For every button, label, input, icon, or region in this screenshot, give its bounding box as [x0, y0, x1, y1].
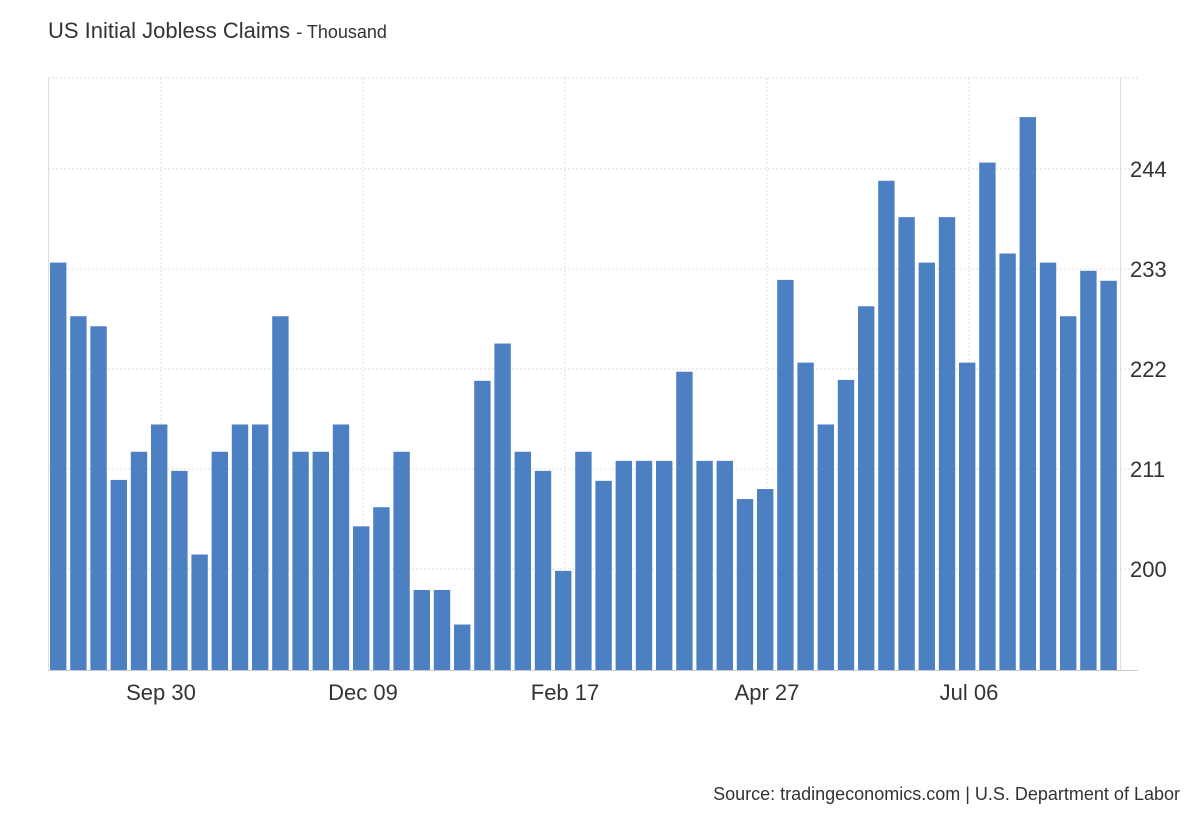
bar	[959, 362, 976, 670]
bar	[413, 589, 430, 670]
bar	[635, 460, 653, 670]
bar	[817, 424, 834, 670]
bar	[575, 451, 592, 670]
bar	[757, 489, 774, 670]
bar	[1100, 280, 1117, 670]
y-tick-label: 233	[1130, 257, 1167, 282]
bar	[555, 570, 572, 670]
bar	[898, 217, 915, 670]
bar	[110, 479, 127, 670]
bar	[615, 460, 632, 670]
bar	[696, 460, 713, 670]
y-tick-label: 222	[1130, 357, 1167, 382]
bar	[312, 451, 329, 670]
chart-subtitle: - Thousand	[296, 22, 387, 42]
bar	[1019, 117, 1036, 671]
bar	[1080, 270, 1097, 670]
bar	[292, 451, 309, 670]
bar	[454, 624, 471, 670]
source-note: Source: tradingeconomics.com | U.S. Depa…	[713, 784, 1180, 804]
bar	[494, 343, 511, 670]
bar	[130, 451, 148, 670]
bar	[151, 424, 168, 670]
bar	[231, 424, 249, 670]
axes	[48, 78, 1138, 671]
bar	[171, 470, 188, 670]
bar	[50, 262, 67, 670]
bar	[252, 424, 269, 670]
bar	[353, 526, 370, 670]
x-axis-tick-labels: Sep 30 Dec 09 Feb 17 Apr 27 Jul 06	[126, 680, 998, 705]
chart-subtitle-text: Thousand	[306, 22, 387, 42]
bar	[211, 451, 228, 670]
chart-title-text: US Initial Jobless Claims	[48, 18, 291, 43]
y-tick-label: 211	[1130, 457, 1165, 482]
x-tick-label: Dec 09	[328, 680, 398, 705]
bar	[797, 362, 814, 670]
bar	[736, 499, 754, 670]
bar	[837, 379, 855, 670]
bar	[716, 460, 733, 670]
chart-title: US Initial Jobless Claims - Thousand	[48, 18, 387, 44]
bar	[918, 262, 935, 670]
bar	[373, 507, 390, 670]
x-tick-label: Sep 30	[126, 680, 196, 705]
y-tick-label: 244	[1130, 157, 1167, 182]
bar-chart: 200 211 222 233 244 Sep 30 Dec 09 Feb 17 Apr 27…	[48, 77, 1167, 705]
x-tick-label: Jul 06	[940, 680, 999, 705]
bar	[1060, 316, 1077, 670]
bar	[656, 460, 673, 670]
bar	[433, 589, 451, 670]
bar	[858, 306, 875, 670]
bar	[534, 470, 552, 670]
bar	[90, 326, 107, 670]
bar	[474, 380, 491, 670]
bar	[514, 451, 531, 670]
bar	[979, 162, 996, 671]
bars	[50, 117, 1117, 671]
bar	[878, 180, 895, 670]
bar	[676, 371, 693, 670]
bar	[191, 554, 208, 670]
y-axis-tick-labels: 200 211 222 233 244	[1130, 157, 1167, 582]
bar	[595, 480, 612, 670]
x-tick-label: Feb 17	[531, 680, 600, 705]
bar	[272, 316, 289, 670]
bar	[332, 424, 350, 670]
bar	[70, 316, 87, 670]
bar	[938, 217, 956, 670]
bar	[999, 253, 1016, 670]
bar	[1039, 262, 1057, 670]
bar	[777, 279, 794, 670]
y-tick-label: 200	[1130, 557, 1167, 582]
x-tick-label: Apr 27	[735, 680, 800, 705]
bar	[393, 451, 410, 670]
